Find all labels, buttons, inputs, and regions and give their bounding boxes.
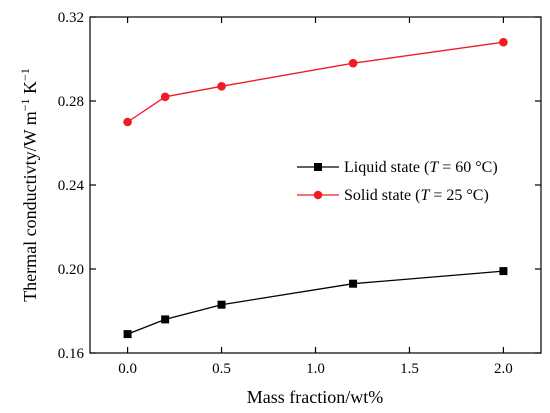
- series-layer: [123, 37, 508, 339]
- x-tick-label: 1.0: [306, 361, 325, 377]
- y-tick-label: 0.24: [58, 178, 85, 194]
- data-point-circle: [217, 82, 226, 91]
- y-tick-label: 0.32: [58, 10, 84, 26]
- data-point-square: [161, 315, 170, 324]
- x-tick-label: 2.0: [494, 361, 513, 377]
- legend-marker-liquid: [314, 163, 322, 171]
- x-tick-label: 0.5: [212, 361, 231, 377]
- y-tick-label: 0.28: [58, 94, 84, 110]
- data-point-circle: [348, 58, 358, 68]
- legend-label-solid: Solid state (T = 25 °C): [344, 187, 489, 204]
- data-point-circle: [160, 92, 170, 102]
- series-line-1: [127, 41, 504, 123]
- y-axis-title-sup2: −1: [18, 68, 32, 81]
- data-point-square: [123, 330, 132, 339]
- plot-area-frame: [89, 16, 542, 354]
- data-point-square: [217, 300, 226, 309]
- data-point-square: [499, 267, 508, 276]
- legend: Liquid state (T = 60 °C) Solid state (T …: [297, 159, 498, 204]
- legend-label-liquid: Liquid state (T = 60 °C): [344, 159, 498, 176]
- y-axis-title: Thermal conductivty/W m−1 K−1: [18, 68, 40, 302]
- data-point-circle: [123, 117, 132, 127]
- y-tick-label: 0.20: [58, 262, 84, 278]
- y-axis-title-base: Thermal conductivty/W m: [20, 111, 40, 302]
- series-line-0: [127, 270, 504, 335]
- legend-marker-solid: [313, 190, 323, 200]
- data-point-circle: [499, 37, 508, 47]
- x-axis-title: Mass fraction/wt%: [247, 387, 383, 407]
- x-tick-label: 1.5: [400, 361, 419, 377]
- data-point-square: [349, 279, 358, 288]
- y-tick-label: 0.16: [58, 346, 85, 362]
- y-axis-title-sup1: −1: [18, 98, 32, 111]
- y-axis-title-mid: K: [20, 81, 40, 99]
- axis-ticks: 0.0 0.5 1.0 1.5 2.0 0.16 0.20 0.24 0.28 0.32: [58, 10, 541, 377]
- x-tick-label: 0.0: [118, 361, 137, 377]
